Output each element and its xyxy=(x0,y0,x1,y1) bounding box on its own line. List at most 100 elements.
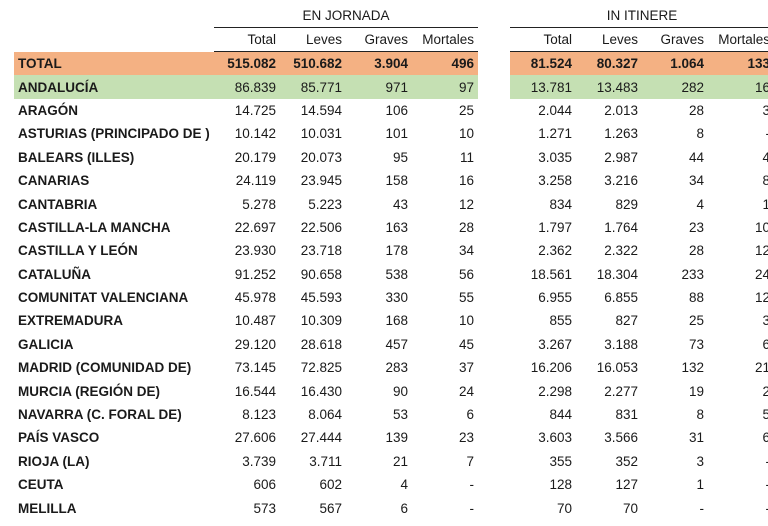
jornada-leves-cell: 85.771 xyxy=(280,75,346,99)
jornada-graves-cell: 95 xyxy=(392,149,408,165)
itinere-mortales-cell: - xyxy=(708,122,768,145)
column-header-gap xyxy=(478,28,510,52)
itinere-leves-cell: 3.216 xyxy=(604,173,639,189)
total-row: TOTAL 515.082 510.682 3.904 496 81.524 80.327 1… xyxy=(14,51,768,76)
itinere-mortales-cell: 8 xyxy=(762,173,768,189)
jornada-mortales-cell: 12 xyxy=(458,196,475,212)
column-header-leves-itinere: Leves xyxy=(576,27,643,52)
jornada-graves-cell: 53 xyxy=(392,407,408,423)
column-header-leves-jornada: Leves xyxy=(280,27,346,52)
itinere-total-cell: 855 xyxy=(549,313,573,329)
jornada-leves-cell: 5.223 xyxy=(308,196,342,212)
itinere-leves-cell: 3.566 xyxy=(604,430,639,446)
itinere-total-cell: 18.561 xyxy=(530,266,573,282)
itinere-total-cell: 2.298 xyxy=(538,383,573,399)
group-header-row: EN JORNADA IN ITINERE xyxy=(14,4,768,28)
itinere-total-cell: 3.258 xyxy=(538,173,573,189)
region-name-cell: TOTAL xyxy=(14,51,214,76)
itinere-leves-cell: 13.483 xyxy=(576,75,643,99)
itinere-total-cell: 355 xyxy=(549,453,573,469)
itinere-mortales-cell: 133 xyxy=(708,51,768,76)
itinere-graves-cell: 1.064 xyxy=(642,51,709,76)
jornada-mortales-cell: - xyxy=(469,477,475,493)
jornada-leves-cell: 45.593 xyxy=(300,290,342,306)
jornada-mortales-cell: - xyxy=(469,500,475,516)
itinere-mortales-cell: 21 xyxy=(755,360,768,376)
jornada-total-cell: 515.082 xyxy=(214,51,280,76)
column-header-graves-jornada: Graves xyxy=(346,27,412,52)
gap-cell xyxy=(478,286,510,309)
jornada-total-cell: 606 xyxy=(253,477,276,493)
itinere-total-cell: 3.603 xyxy=(538,430,573,446)
jornada-total-cell: 45.978 xyxy=(234,290,276,306)
itinere-graves-cell: 3 xyxy=(696,453,705,469)
jornada-leves-cell: 14.594 xyxy=(300,102,342,118)
column-header-total-jornada: Total xyxy=(214,27,280,52)
itinere-mortales-cell: 16 xyxy=(708,75,768,99)
jornada-leves-cell: 28.618 xyxy=(300,336,342,352)
gap-cell xyxy=(478,356,510,379)
jornada-leves-cell: 10.309 xyxy=(300,313,342,329)
jornada-total-cell: 24.119 xyxy=(235,173,276,189)
gap-cell xyxy=(478,192,510,215)
jornada-leves-cell: 602 xyxy=(319,477,342,493)
gap-cell xyxy=(478,403,510,426)
table-row: RIOJA (LA) 3.739 3.711 21 7 355 352 3- xyxy=(14,450,768,473)
jornada-total-cell: 16.544 xyxy=(234,383,276,399)
region-name-cell: NAVARRA (C. FORAL DE) xyxy=(18,407,182,423)
itinere-total-cell: 3.267 xyxy=(538,336,573,352)
region-name-cell: GALICIA xyxy=(18,336,74,352)
jornada-leves-cell: 22.506 xyxy=(300,219,342,235)
itinere-graves-cell: 132 xyxy=(681,360,705,376)
accidents-table: EN JORNADA IN ITINERE Total Leves Graves… xyxy=(14,4,768,520)
gap-cell xyxy=(478,309,510,332)
jornada-mortales-cell: 23 xyxy=(458,430,475,446)
itinere-mortales-cell: - xyxy=(708,450,768,473)
jornada-leves-cell: 16.430 xyxy=(300,383,342,399)
itinere-leves-cell: 1.764 xyxy=(604,219,639,235)
jornada-total-cell: 86.839 xyxy=(214,75,280,99)
jornada-graves-cell: 101 xyxy=(385,126,408,142)
jornada-total-cell: 14.725 xyxy=(234,102,276,118)
jornada-mortales-cell: 28 xyxy=(458,219,475,235)
table-row: ASTURIAS (PRINCIPADO DE ) 10.142 10.031 101… xyxy=(14,122,768,145)
jornada-graves-cell: 457 xyxy=(385,336,408,352)
jornada-total-cell: 573 xyxy=(253,500,276,516)
table-row: ARAGÓN 14.725 14.594 106 25 2.044 2.013 28 3 xyxy=(14,99,768,122)
itinere-graves-cell: 28 xyxy=(688,243,705,259)
itinere-total-cell: 2.362 xyxy=(538,243,573,259)
gap-cell xyxy=(478,473,510,496)
itinere-graves-cell: 34 xyxy=(688,173,705,189)
jornada-leves-cell: 510.682 xyxy=(280,51,346,76)
itinere-graves-cell: 19 xyxy=(688,383,705,399)
jornada-graves-cell: 971 xyxy=(346,75,412,99)
jornada-total-cell: 3.739 xyxy=(242,453,276,469)
jornada-mortales-cell: 34 xyxy=(458,243,475,259)
jornada-graves-cell: 21 xyxy=(392,453,408,469)
itinere-total-cell: 844 xyxy=(549,407,573,423)
table-row: CANTABRIA 5.278 5.223 43 12 834 829 4 1 xyxy=(14,192,768,215)
jornada-total-cell: 22.697 xyxy=(234,219,276,235)
jornada-mortales-cell: 16 xyxy=(458,173,475,189)
gap-cell xyxy=(478,496,510,519)
gap-cell xyxy=(478,426,510,449)
region-name-cell: ANDALUCÍA xyxy=(14,75,214,99)
column-header-row: Total Leves Graves Mortales Total Leves … xyxy=(14,27,768,52)
gap-cell xyxy=(478,122,510,145)
jornada-mortales-cell: 10 xyxy=(458,313,475,329)
itinere-total-cell: 2.044 xyxy=(538,102,573,118)
itinere-total-cell: 6.955 xyxy=(538,290,573,306)
itinere-mortales-cell: 12 xyxy=(755,243,768,259)
table-row: ANDALUCÍA 86.839 85.771 971 97 13.781 13.483 28… xyxy=(14,75,768,99)
jornada-leves-cell: 10.031 xyxy=(300,126,342,142)
itinere-graves-cell: - xyxy=(699,500,705,516)
table-row: NAVARRA (C. FORAL DE) 8.123 8.064 53 6 844 831… xyxy=(14,403,768,426)
jornada-total-cell: 73.145 xyxy=(234,360,276,376)
itinere-mortales-cell: 6 xyxy=(762,430,768,446)
jornada-graves-cell: 3.904 xyxy=(346,51,412,76)
region-name-cell: CASTILLA-LA MANCHA xyxy=(18,219,171,235)
jornada-mortales-cell: 97 xyxy=(412,75,479,99)
itinere-mortales-cell: 3 xyxy=(762,102,768,118)
region-name-cell: COMUNITAT VALENCIANA xyxy=(18,290,189,306)
